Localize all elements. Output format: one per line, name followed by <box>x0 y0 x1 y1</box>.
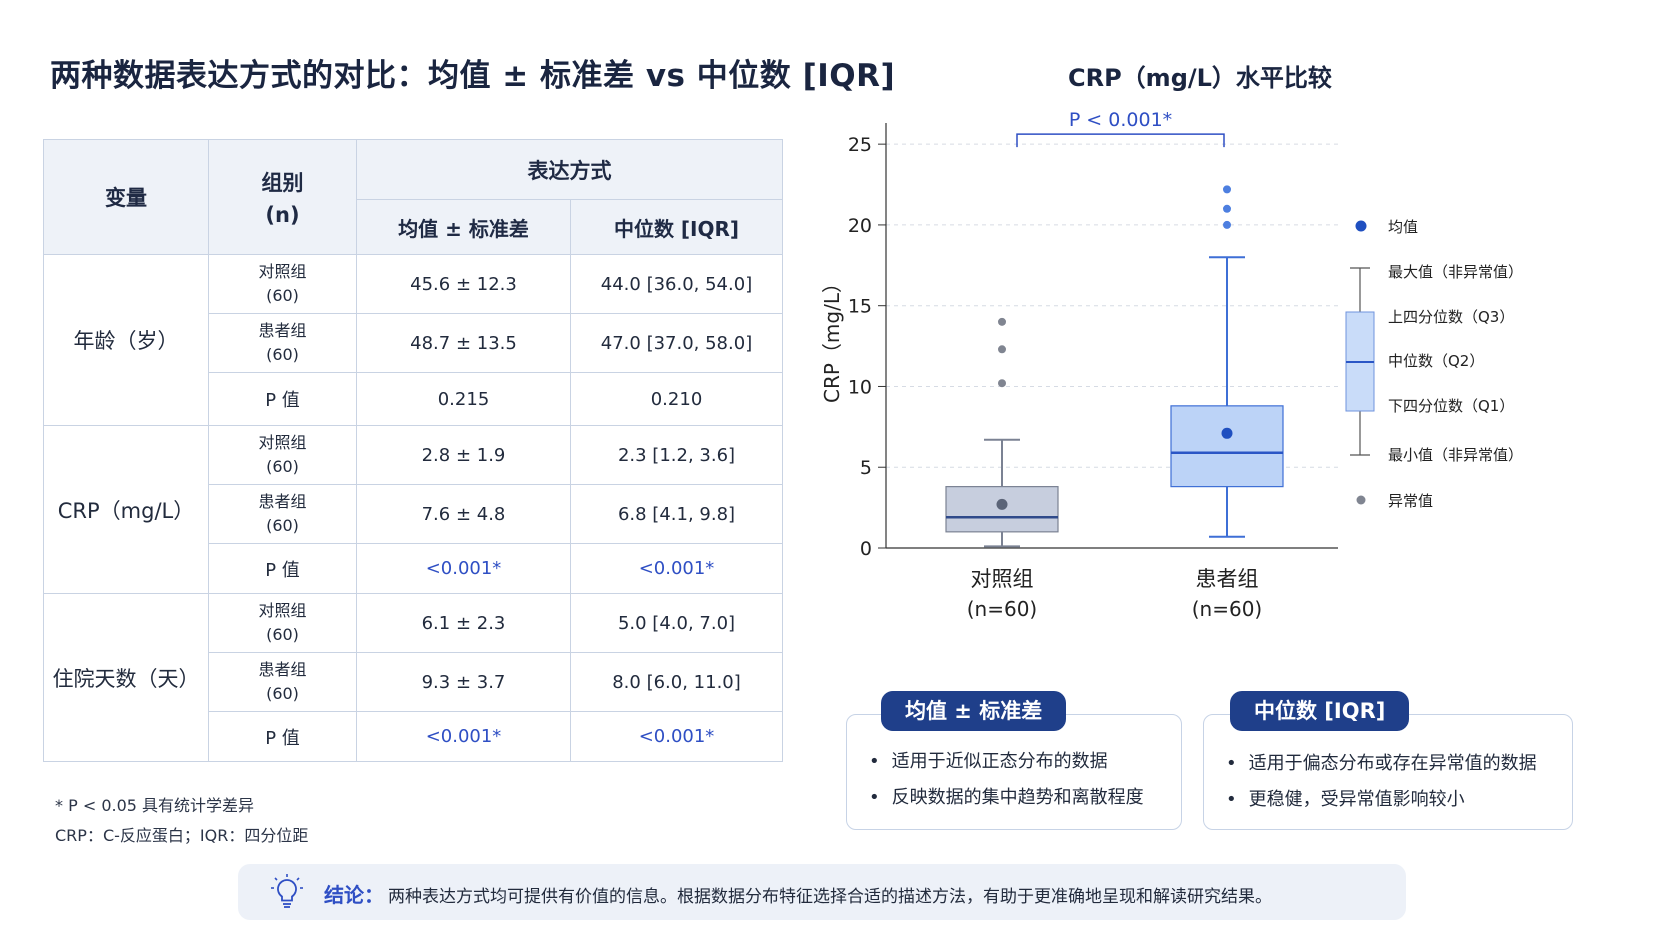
x-tick-n-label: (n=60) <box>967 597 1038 621</box>
card-item: 反映数据的集中趋势和离散程度 <box>869 783 1144 809</box>
lightbulb-icon <box>271 874 303 908</box>
p-value-label: P 值 <box>208 711 357 762</box>
variable-age: 年龄（岁） <box>43 254 209 426</box>
table-cell: 44.0 [36.0, 54.0] <box>570 254 783 314</box>
table-cell: 48.7 ± 13.5 <box>356 313 571 373</box>
legend-label: 均值 <box>1388 218 1418 236</box>
header-mean: 均值 ± 标准差 <box>356 199 571 255</box>
footnote-significance: * P < 0.05 具有统计学差异 <box>55 796 255 815</box>
table-cell: 45.6 ± 12.3 <box>356 254 571 314</box>
legend-label: 最小值（非异常值） <box>1388 446 1523 464</box>
legend-label: 异常值 <box>1388 492 1433 510</box>
p-value-label: P 值 <box>208 543 357 594</box>
table-cell: 9.3 ± 3.7 <box>356 652 571 712</box>
x-tick-label: 对照组 <box>971 567 1034 591</box>
page-title: 两种数据表达方式的对比：均值 ± 标准差 vs 中位数 [IQR] <box>50 58 896 94</box>
x-tick-label: 患者组 <box>1196 567 1259 591</box>
legend-outlier-marker <box>1356 495 1366 505</box>
p-value-label: P 值 <box>208 372 357 426</box>
legend-mean-marker <box>1355 220 1367 232</box>
legend-label: 最大值（非异常值） <box>1388 263 1523 281</box>
table-cell-significant: <0.001* <box>570 543 783 594</box>
table-cell: 7.6 ± 4.8 <box>356 484 571 544</box>
table-cell-significant: <0.001* <box>570 711 783 762</box>
outlier-point <box>1223 204 1231 213</box>
group-patient: 患者组 (60) <box>208 652 357 712</box>
header-method: 表达方式 <box>356 139 783 200</box>
y-tick-label: 20 <box>848 215 872 237</box>
group-control: 对照组 (60) <box>208 254 357 314</box>
variable-hospital-days: 住院天数（天） <box>43 593 209 762</box>
card-mean-sd-tag: 均值 ± 标准差 <box>881 691 1067 731</box>
y-tick-label: 0 <box>860 538 872 560</box>
chart-title: CRP（mg/L）水平比较 <box>1068 64 1332 92</box>
variable-crp: CRP（mg/L） <box>43 425 209 594</box>
card-median-iqr: 中位数 [IQR] 适用于偏态分布或存在异常值的数据 更稳健，受异常值影响较小 <box>1203 691 1573 830</box>
y-tick-label: 10 <box>848 376 872 398</box>
mean-point <box>996 498 1008 510</box>
card-mean-sd: 均值 ± 标准差 适用于近似正态分布的数据 反映数据的集中趋势和离散程度 <box>846 691 1182 830</box>
legend-label: 下四分位数（Q1） <box>1388 397 1514 415</box>
boxplot-chart: 0 5 10 15 20 25 CRP（mg/L） 对照组 (n=60) 患者组 (n=60) P <… <box>820 109 1523 621</box>
outlier-point <box>998 345 1006 354</box>
card-item: 适用于近似正态分布的数据 <box>869 747 1144 773</box>
significance-label: P < 0.001* <box>1069 109 1172 131</box>
group-patient: 患者组 (60) <box>208 484 357 544</box>
table-cell: 5.0 [4.0, 7.0] <box>570 593 783 653</box>
mean-point <box>1221 427 1233 439</box>
group-patient: 患者组 (60) <box>208 313 357 373</box>
card-item: 适用于偏态分布或存在异常值的数据 <box>1226 749 1537 775</box>
outlier-point <box>998 317 1006 326</box>
significance-bracket <box>1016 133 1225 148</box>
y-axis-label: CRP（mg/L） <box>820 273 844 403</box>
table-cell-significant: <0.001* <box>356 543 571 594</box>
table-cell: 6.8 [4.1, 9.8] <box>570 484 783 544</box>
header-group: 组别 (n) <box>208 139 357 255</box>
iqr-box <box>1170 405 1284 488</box>
group-control: 对照组 (60) <box>208 593 357 653</box>
outlier-point <box>1223 220 1231 229</box>
x-tick-n-label: (n=60) <box>1192 597 1263 621</box>
conclusion-banner: 结论： 两种表达方式均可提供有价值的信息。根据数据分布特征选择合适的描述方法，有… <box>238 864 1406 920</box>
outlier-point <box>998 379 1006 388</box>
table-cell: 47.0 [37.0, 58.0] <box>570 313 783 373</box>
group-control: 对照组 (60) <box>208 425 357 485</box>
y-tick-label: 5 <box>860 457 872 479</box>
header-variable: 变量 <box>43 139 209 255</box>
legend-label: 中位数（Q2） <box>1388 352 1484 370</box>
table-cell-significant: <0.001* <box>356 711 571 762</box>
conclusion-label: 结论： <box>324 883 384 907</box>
table-cell: 2.3 [1.2, 3.6] <box>570 425 783 485</box>
legend-label: 上四分位数（Q3） <box>1388 308 1514 326</box>
header-median: 中位数 [IQR] <box>570 199 783 255</box>
conclusion-text: 两种表达方式均可提供有价值的信息。根据数据分布特征选择合适的描述方法，有助于更准… <box>388 887 1272 907</box>
comparison-table: 变量 组别 (n) 表达方式 均值 ± 标准差 中位数 [IQR] 年龄（岁） 对… <box>43 139 783 762</box>
table-cell: 0.210 <box>570 372 783 426</box>
table-cell: 0.215 <box>356 372 571 426</box>
table-cell: 8.0 [6.0, 11.0] <box>570 652 783 712</box>
table-cell: 2.8 ± 1.9 <box>356 425 571 485</box>
footnote-abbreviations: CRP：C-反应蛋白；IQR：四分位距 <box>55 826 309 845</box>
card-median-iqr-tag: 中位数 [IQR] <box>1230 691 1410 731</box>
outlier-point <box>1223 185 1231 194</box>
y-tick-label: 25 <box>848 134 872 156</box>
card-item: 更稳健，受异常值影响较小 <box>1226 785 1537 811</box>
table-cell: 6.1 ± 2.3 <box>356 593 571 653</box>
y-tick-label: 15 <box>848 296 872 318</box>
